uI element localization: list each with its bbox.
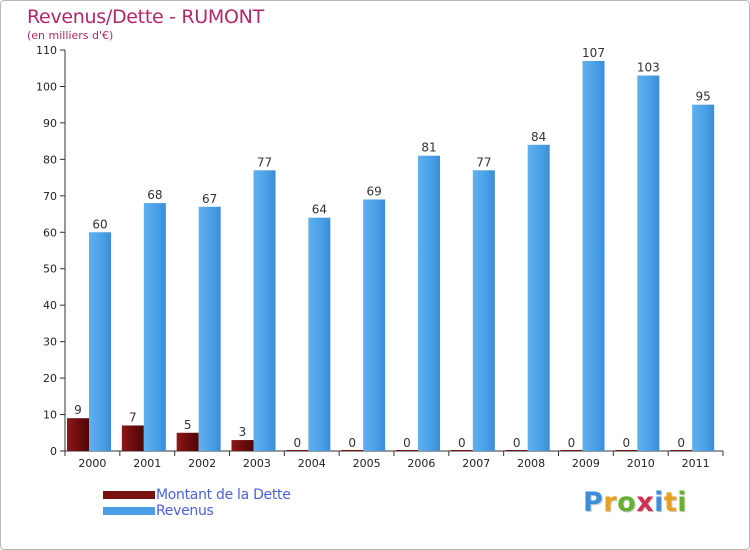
x-tick-label: 2009 — [572, 457, 600, 470]
data-label-revenus-2002: 67 — [202, 192, 217, 206]
data-label-debt-2001: 7 — [129, 410, 137, 424]
x-axis: 2000 2001 2002 2003 2004 2005 2006 2007 2008 2009… — [64, 450, 724, 470]
data-label-debt-2002: 5 — [184, 418, 192, 432]
chart-title: Revenus/Dette - RUMONT — [27, 6, 264, 28]
x-tick-label: 2011 — [682, 457, 710, 470]
bar-debt-2003[interactable] — [231, 440, 254, 451]
y-tick-label: 100 — [36, 80, 57, 93]
logo-letter: i — [654, 487, 664, 518]
data-label-debt-2006: 0 — [403, 436, 411, 450]
data-label-revenus-2000: 60 — [92, 217, 107, 231]
x-tick-label: 2000 — [78, 457, 106, 470]
logo-letter: i — [677, 487, 688, 518]
x-tick-label: 2001 — [133, 457, 161, 470]
bar-revenus-2001[interactable] — [143, 203, 166, 451]
bar-revenus-2000[interactable] — [89, 232, 111, 451]
data-label-revenus-2010: 103 — [637, 61, 660, 75]
bar-revenus-2005[interactable] — [363, 199, 386, 451]
x-tick-label: 2008 — [517, 457, 545, 470]
data-label-debt-2011: 0 — [677, 436, 685, 450]
y-tick-label: 10 — [43, 409, 57, 422]
data-label-debt-2005: 0 — [348, 436, 356, 450]
data-label-revenus-2008: 84 — [531, 130, 546, 144]
data-label-debt-2004: 0 — [294, 436, 302, 450]
logo-letter: r — [603, 487, 618, 518]
chart-subtitle: (en milliers d'€) — [27, 29, 114, 42]
data-label-revenus-2005: 69 — [367, 184, 382, 198]
y-tick-label: 0 — [50, 445, 57, 458]
data-label-revenus-2009: 107 — [582, 46, 605, 60]
logo-letter: o — [617, 487, 637, 518]
x-tick-label: 2007 — [462, 457, 490, 470]
y-tick-label: 60 — [43, 226, 57, 239]
bar-revenus-2008[interactable] — [527, 144, 550, 452]
legend-swatch-debt — [103, 491, 155, 499]
bar-revenus-2003[interactable] — [253, 170, 276, 452]
y-tick-label: 110 — [36, 44, 57, 57]
bar-revenus-2006[interactable] — [418, 155, 440, 451]
data-label-debt-2010: 0 — [623, 436, 631, 450]
data-label-debt-2008: 0 — [513, 436, 521, 450]
data-label-revenus-2011: 95 — [696, 90, 711, 104]
bar-debt-2001[interactable] — [121, 425, 144, 451]
data-label-debt-2000: 9 — [74, 403, 82, 417]
data-label-revenus-2003: 77 — [257, 155, 272, 169]
y-tick-label: 20 — [43, 372, 57, 385]
y-tick-label: 30 — [43, 336, 57, 349]
bar-debt-2000[interactable] — [67, 418, 89, 451]
bar-revenus-2007[interactable] — [472, 170, 495, 452]
legend-label-debt: Montant de la Dette — [156, 487, 291, 503]
bar-debt-2002[interactable] — [176, 432, 199, 451]
logo-letter: t — [663, 487, 678, 518]
x-tick-label: 2002 — [188, 457, 216, 470]
y-tick-label: 90 — [43, 117, 57, 130]
bar-revenus-2004[interactable] — [308, 217, 331, 451]
legend-swatch-revenus — [103, 507, 155, 515]
x-tick-label: 2003 — [243, 457, 271, 470]
x-tick-label: 2006 — [407, 457, 435, 470]
x-tick-label: 2004 — [298, 457, 326, 470]
y-tick-label: 80 — [43, 153, 57, 166]
x-tick-label: 2005 — [353, 457, 381, 470]
y-tick-label: 70 — [43, 190, 57, 203]
data-labels: 9 60 7 68 5 67 3 77 0 64 0 69 0 81 0 77 0 84 0 107 0 103 0 95 — [74, 46, 711, 450]
logo-letter: x — [636, 487, 655, 518]
bar-revenus-2002[interactable] — [198, 206, 221, 451]
bar-revenus-2010[interactable] — [637, 75, 660, 451]
data-label-debt-2007: 0 — [458, 436, 466, 450]
y-tick-label: 50 — [43, 263, 57, 276]
logo-letter: P — [583, 487, 604, 518]
data-label-revenus-2006: 81 — [421, 141, 436, 155]
x-tick-label: 2010 — [627, 457, 655, 470]
legend-label-revenus: Revenus — [156, 503, 214, 519]
bar-revenus-2009[interactable] — [582, 60, 605, 451]
data-label-revenus-2001: 68 — [147, 188, 162, 202]
bar-revenus-2011[interactable] — [692, 104, 715, 451]
y-axis: 0 10 20 30 40 50 60 70 80 90 100 110 — [36, 44, 66, 458]
data-label-debt-2003: 3 — [239, 425, 247, 439]
proxiti-logo: Proxiti — [583, 487, 687, 518]
y-tick-label: 40 — [43, 299, 57, 312]
data-label-revenus-2007: 77 — [476, 155, 491, 169]
data-label-revenus-2004: 64 — [312, 203, 327, 217]
data-label-debt-2009: 0 — [568, 436, 576, 450]
bars — [67, 60, 715, 452]
